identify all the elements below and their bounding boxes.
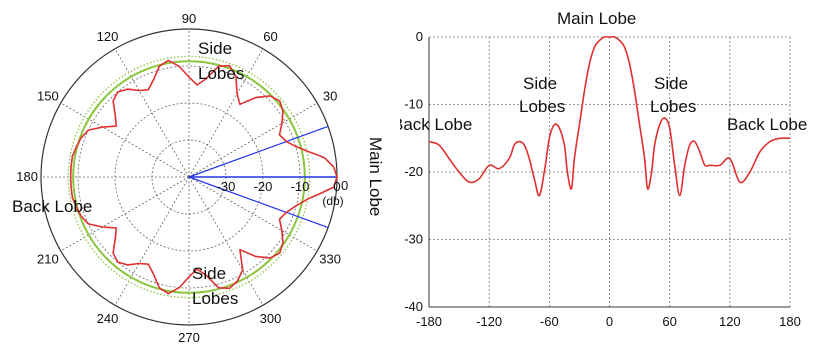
cart-annotation-left-side-2: Lobes <box>519 97 565 116</box>
polar-angle-tick-label: 150 <box>37 89 59 104</box>
cart-y-tick-label: -20 <box>404 164 423 179</box>
cart-y-tick-label: 0 <box>416 29 423 44</box>
cartesian-series <box>428 35 791 197</box>
polar-angle-tick-label: 240 <box>97 311 119 326</box>
polar-spoke <box>188 176 318 252</box>
polar-radial-tick-label: -20 <box>254 179 273 194</box>
cart-y-tick-label: -30 <box>404 232 423 247</box>
cart-x-tick-label: -120 <box>476 314 502 329</box>
cart-annotation-left-back-lobe: Back Lobe <box>400 115 472 134</box>
polar-angle-tick-label: 300 <box>260 311 282 326</box>
cart-x-tick-label: 120 <box>719 314 741 329</box>
cart-x-tick-label: -60 <box>540 314 559 329</box>
cart-annotation-main-lobe: Main Lobe <box>557 9 636 28</box>
cart-y-tick-label: -40 <box>404 299 423 314</box>
polar-angle-tick-label: 60 <box>263 29 277 44</box>
polar-annotation-bottom-side-1: Side <box>192 264 226 283</box>
cart-y-tick-label: -10 <box>404 97 423 112</box>
polar-radial-unit: (db) <box>322 194 343 208</box>
polar-chart: 0 30 60 90 120 150 180 210 240 270 300 330 -30 -20 -10… <box>12 11 385 344</box>
polar-angle-tick-label: 0 <box>341 178 348 193</box>
polar-series <box>69 59 338 295</box>
cart-x-tick-label: 60 <box>662 314 676 329</box>
polar-annotation-top-side-2: Lobes <box>198 64 244 83</box>
cart-annotation-right-side-1: Side <box>654 74 688 93</box>
polar-spoke <box>188 48 264 178</box>
polar-radial-tick-label: -30 <box>217 179 236 194</box>
cart-x-tick-label: 180 <box>779 314 801 329</box>
polar-annotation-bottom-side-2: Lobes <box>192 289 238 308</box>
cartesian-tick-labels: -180 -120 -60 0 60 120 180 0 -10 -20 -30 -40 <box>404 29 801 329</box>
polar-radial-tick-label: -10 <box>291 179 310 194</box>
polar-annotation-top-side-1: Side <box>198 39 232 58</box>
polar-beam-lines <box>188 125 337 229</box>
polar-spoke <box>60 102 190 178</box>
polar-angle-tick-label: 30 <box>323 89 337 104</box>
polar-series-line <box>69 59 338 295</box>
polar-annotation-main-lobe: Main Lobe <box>366 137 385 216</box>
polar-angle-tick-label: 330 <box>319 252 341 267</box>
polar-angle-tick-label: 180 <box>16 169 38 184</box>
cart-annotation-right-side-2: Lobes <box>650 97 696 116</box>
polar-radial-tick-label: 0 <box>333 179 340 194</box>
cart-x-tick-label: 0 <box>606 314 613 329</box>
cart-annotation-left-side-1: Side <box>523 74 557 93</box>
polar-angle-tick-label: 210 <box>37 252 59 267</box>
polar-angle-tick-label: 90 <box>182 11 196 26</box>
cart-x-tick-label: -180 <box>416 314 442 329</box>
polar-angle-tick-label: 270 <box>178 330 200 344</box>
cartesian-chart: -180 -120 -60 0 60 120 180 0 -10 -20 -30 -40 Main L… <box>400 9 807 329</box>
polar-beam-line <box>188 125 329 178</box>
cart-series-line <box>428 35 791 197</box>
polar-annotation-back-lobe: Back Lobe <box>12 197 92 216</box>
polar-labels: 0 30 60 90 120 150 180 210 240 270 300 330 -30 -20 -10… <box>16 11 348 344</box>
polar-spoke <box>114 176 190 306</box>
cart-annotation-right-back-lobe: Back Lobe <box>727 115 807 134</box>
polar-angle-tick-label: 120 <box>97 29 119 44</box>
polar-beam-line <box>188 176 329 229</box>
